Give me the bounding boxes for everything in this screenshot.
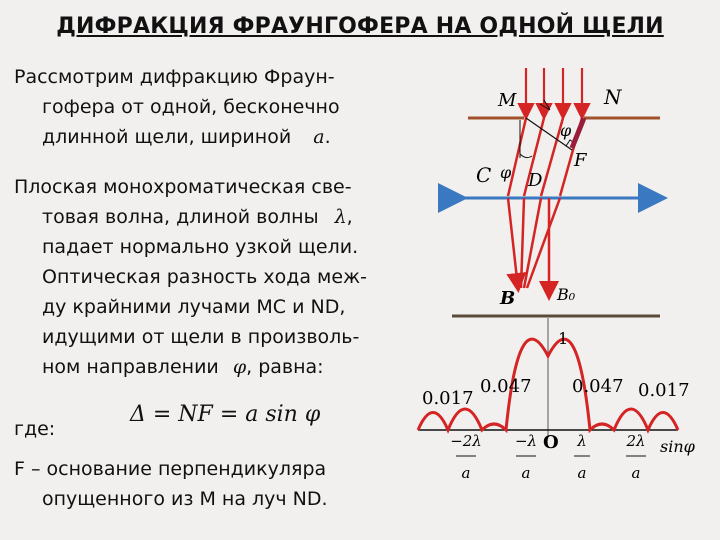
where-label: где:: [14, 418, 56, 440]
label-N: N: [603, 85, 623, 109]
text-line: гофера от одной, бесконечно: [42, 96, 340, 118]
label-B: B: [499, 288, 515, 309]
tick-denominator: a: [462, 464, 471, 482]
origin-label: O: [543, 432, 559, 453]
intensity-curve: [416, 337, 680, 434]
converging-ray: [522, 197, 543, 289]
text-line: идущими от щели в произволь-: [42, 326, 360, 348]
label-F: F: [573, 150, 588, 171]
symbol-a: a: [313, 126, 325, 148]
text-line: длинной щели, шириной a.: [14, 122, 340, 152]
angle-tick: [539, 99, 551, 111]
converging-ray: [506, 197, 527, 293]
tick-denominator: a: [522, 464, 531, 482]
page-title: ДИФРАКЦИЯ ФРАУНГОФЕРА НА ОДНОЙ ЩЕЛИ: [56, 14, 664, 39]
label-D: D: [527, 170, 543, 191]
text-line: товая волна, длиной волны λ,: [14, 202, 367, 232]
text-line: Плоская монохроматическая све-: [14, 176, 352, 198]
tick-numerator: λ: [576, 432, 587, 450]
text-fragment: .: [324, 126, 331, 148]
peak-value-central: 1: [558, 329, 568, 348]
text-line: ду крайними лучами MC и ND,: [42, 296, 346, 318]
text-fragment: ,: [346, 206, 353, 228]
paragraph-footnote: F – основание перпендикуляра опущенного …: [14, 454, 328, 514]
peak-value-left-outer: 0.017: [422, 388, 474, 409]
segment-NF: [569, 117, 587, 149]
tick-denominator: a: [578, 464, 587, 482]
label-C: C: [476, 163, 491, 187]
tick-numerator: −λ: [515, 432, 537, 450]
peak-value-left-inner: 0.047: [480, 376, 532, 397]
paragraph-intro: Рассмотрим дифракцию Фраун- гофера от од…: [14, 62, 340, 152]
converging-ray: [519, 197, 526, 289]
perpendicular-MF: [525, 117, 573, 151]
converging-ray: [525, 197, 562, 289]
label-phi-top: φ: [560, 121, 572, 140]
text-line: Рассмотрим дифракцию Фраун-: [14, 66, 335, 88]
tick-label: −λ a: [515, 432, 537, 482]
formula: Δ = NF = a sin φ: [130, 402, 321, 427]
paragraph-description: Плоская монохроматическая све- товая вол…: [14, 172, 367, 382]
peak-value-right-inner: 0.047: [572, 376, 624, 397]
text-fragment: ном направлении: [42, 356, 219, 378]
label-phi: φ: [500, 163, 512, 182]
axis-label: sinφ: [660, 437, 696, 456]
text-line: падает нормально узкой щели.: [42, 236, 359, 258]
tick-denominator: a: [632, 464, 641, 482]
tick-numerator: −2λ: [450, 432, 482, 450]
symbol-lambda: λ: [334, 206, 347, 228]
text-line: ном направлении φ, равна:: [14, 352, 367, 382]
tick-label: 2λ a: [625, 432, 646, 482]
tick-label: −2λ a: [450, 432, 482, 482]
angle-arc: [519, 153, 533, 159]
tick-numerator: 2λ: [625, 432, 645, 450]
text-fragment: , равна:: [246, 356, 324, 378]
text-line: Оптическая разность хода меж-: [42, 266, 368, 288]
symbol-phi: φ: [232, 356, 247, 378]
peak-value-right-outer: 0.017: [638, 380, 690, 401]
label-B0: B₀: [556, 285, 576, 304]
tick-label: λ a: [574, 432, 590, 482]
text-fragment: товая волна, длиной волны: [42, 206, 319, 228]
label-M: M: [497, 90, 517, 111]
text-line: опущенного из M на луч ND.: [42, 488, 328, 510]
text-fragment: длинной щели, шириной: [42, 126, 292, 148]
text-line: F – основание перпендикуляра: [14, 458, 327, 480]
